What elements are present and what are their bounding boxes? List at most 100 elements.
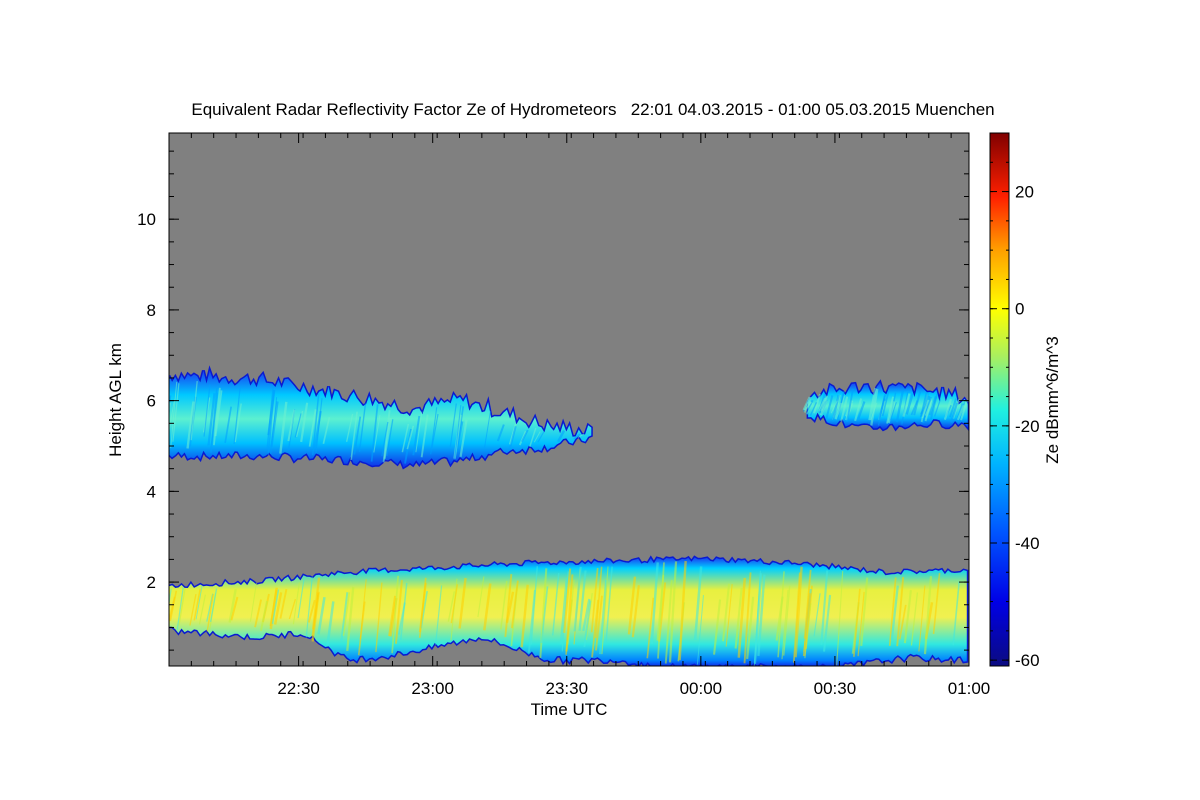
echo-streak <box>431 413 439 448</box>
echo-streak <box>950 402 959 423</box>
echo-streak <box>886 396 894 424</box>
plot-frame <box>168 132 970 667</box>
echo-streak <box>693 566 703 640</box>
echo-streak <box>307 599 316 623</box>
echo-streak <box>840 396 849 422</box>
echo-streak <box>340 592 349 642</box>
echo-streak <box>357 601 366 656</box>
echo-streak <box>345 413 354 442</box>
echo-streak <box>925 400 933 419</box>
chart-title: Equivalent Radar Reflectivity Factor Ze … <box>191 100 994 119</box>
echo-streak <box>734 587 743 649</box>
echo-streak <box>678 560 687 661</box>
echo-streak <box>825 395 834 419</box>
echo-streak <box>381 421 389 457</box>
echo-streak <box>657 562 665 659</box>
echo-streak <box>228 589 237 623</box>
x-tick-label: 23:00 <box>411 679 454 698</box>
echo-streak <box>529 427 537 447</box>
echo-streak <box>590 567 599 633</box>
echo-streak <box>279 589 288 619</box>
echo-streak <box>921 399 930 419</box>
echo-streak <box>818 397 826 413</box>
echo-layers <box>169 365 969 666</box>
echo-streak <box>846 388 854 423</box>
echo-streak <box>802 593 812 657</box>
y-tick-label: 2 <box>147 573 156 592</box>
echo-streak <box>722 583 731 642</box>
echo-streak <box>224 406 232 444</box>
echo-streak <box>209 588 218 623</box>
x-axis: 22:30 23:00 23:30 00:00 00:30 01:00 <box>168 133 991 698</box>
echo-streak <box>458 577 467 629</box>
echo-streak <box>792 572 801 663</box>
echo-streak <box>895 390 904 423</box>
echo-streak <box>881 390 890 417</box>
echo-streak <box>591 599 599 658</box>
echo-streak <box>631 585 640 638</box>
colorbar-title: Ze dBmm^6/m^3 <box>1043 336 1062 463</box>
echo-streak <box>230 596 239 621</box>
echo-streak <box>836 571 844 666</box>
echo-streak <box>454 405 462 459</box>
echo-streak <box>412 415 421 456</box>
echo-streak <box>279 401 288 454</box>
echo-streak <box>582 598 591 632</box>
echo-streak <box>540 586 549 644</box>
echo-streak <box>919 391 928 418</box>
echo-streak <box>288 599 297 620</box>
echo-streak <box>483 411 491 449</box>
echo-streak <box>923 576 933 655</box>
echo-streak <box>382 410 391 463</box>
echo-streak <box>557 430 566 443</box>
echo-streak <box>905 393 914 415</box>
echo-streak <box>295 410 304 438</box>
echo-streak <box>920 393 929 417</box>
echo-streak <box>415 411 423 453</box>
echo-streak <box>782 585 791 656</box>
echo-streak <box>273 592 283 625</box>
colorbar <box>989 132 1010 667</box>
echo-streak <box>563 568 572 633</box>
echo-streak <box>823 594 832 652</box>
echo-streak <box>203 384 211 437</box>
echo-streak <box>956 404 965 421</box>
echo-streak <box>500 580 508 630</box>
echo-streak <box>573 566 582 632</box>
x-tick-label: 01:00 <box>948 679 991 698</box>
echo-streak <box>477 576 485 618</box>
echo-streak <box>898 604 907 640</box>
echo-streak <box>259 600 268 632</box>
echo-streak <box>400 582 408 640</box>
echo-streak <box>391 575 399 654</box>
echo-streak <box>169 588 172 608</box>
echo-streak <box>193 588 201 621</box>
echo-streak <box>737 577 747 658</box>
echo-streak <box>567 579 575 645</box>
echo-streak <box>294 413 303 438</box>
echo-streak <box>449 403 457 448</box>
echo-streak <box>269 589 278 627</box>
echo-streak <box>952 581 960 646</box>
echo-streak <box>933 398 942 417</box>
echo-streak <box>305 576 313 638</box>
echo-streak <box>794 566 803 658</box>
echo-streak <box>358 403 367 453</box>
echo-streak <box>533 431 541 443</box>
x-tick-label: 00:00 <box>680 679 723 698</box>
echo-streak <box>496 424 505 442</box>
echo-streak <box>406 425 415 450</box>
echo-streak <box>292 582 300 625</box>
echo-streak <box>910 592 919 646</box>
echo-streak <box>806 402 814 415</box>
echo-streak <box>521 429 529 443</box>
echo-streak <box>889 402 897 421</box>
echo-streak <box>605 566 613 642</box>
colorbar-tick-label: 20 <box>1015 183 1034 202</box>
echo-streak <box>813 393 822 414</box>
echo-layer-3 <box>169 557 967 666</box>
echo-streak <box>803 401 812 413</box>
echo-streak <box>169 596 176 623</box>
echo-streak <box>902 393 911 417</box>
